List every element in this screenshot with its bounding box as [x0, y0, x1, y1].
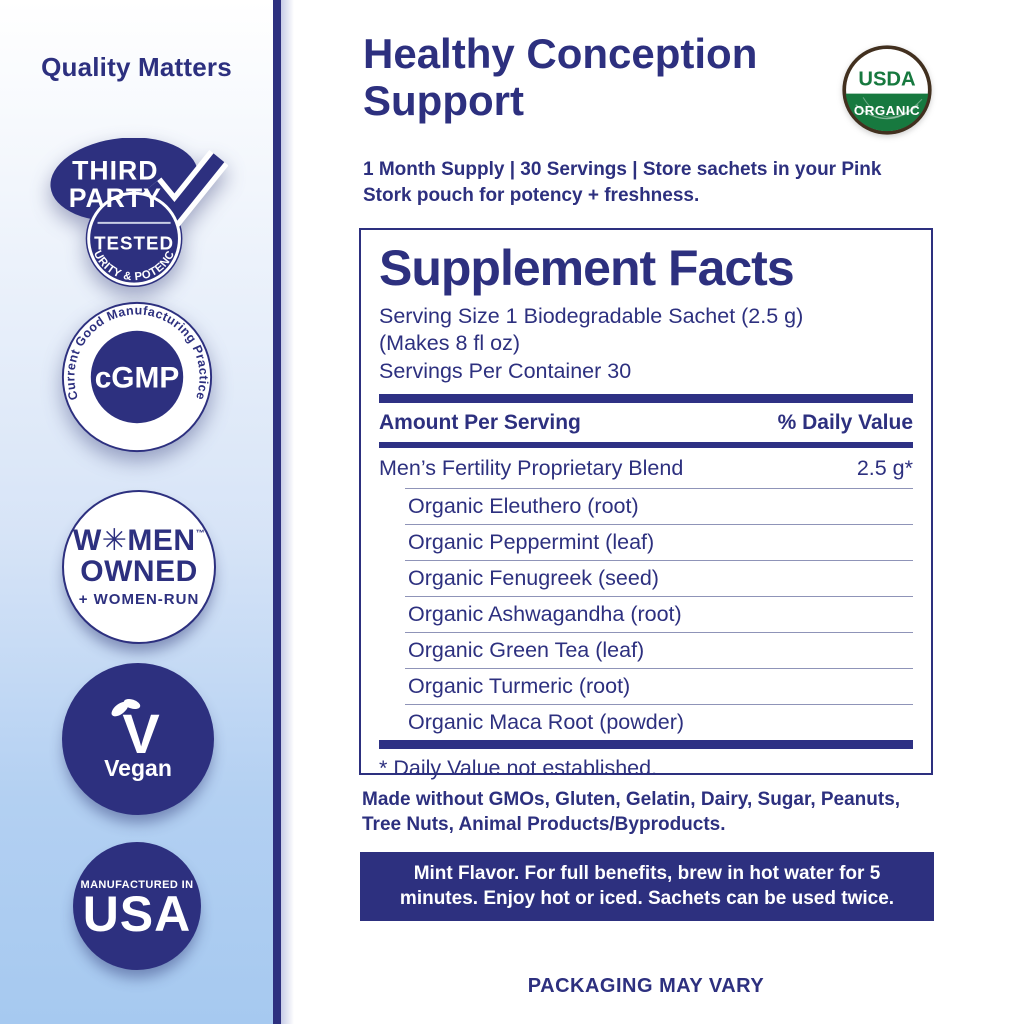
- facts-divider-thick-top: [379, 394, 913, 404]
- usda-text: USDA: [858, 68, 916, 90]
- supply-subtitle: 1 Month Supply | 30 Servings | Store sac…: [363, 159, 882, 206]
- serving-makes-line: (Makes 8 fl oz): [379, 331, 520, 356]
- blend-row: Men’s Fertility Proprietary Blend 2.5 g*: [379, 448, 913, 488]
- facts-divider-mid: [379, 442, 913, 449]
- facts-divider-thick-bottom: [379, 740, 913, 750]
- cgmp-badge: cGMP Current Good Manufacturing Practice: [60, 300, 214, 454]
- vegan-label: Vegan: [104, 754, 172, 781]
- ingredient-row: Organic Peppermint (leaf): [405, 524, 913, 560]
- vertical-divider: [273, 0, 281, 1024]
- ingredient-row: Organic Turmeric (root): [405, 668, 913, 704]
- servings-per-container-line: Servings Per Container 30: [379, 359, 632, 384]
- third-party-tested: TESTED: [94, 233, 174, 254]
- women-owned-line1: W✳MEN™: [73, 526, 205, 557]
- vegan-badge: V Vegan: [62, 663, 214, 815]
- facts-header-row: Amount Per Serving % Daily Value: [379, 403, 913, 442]
- ingredient-list: Organic Eleuthero (root) Organic Pepperm…: [405, 488, 913, 740]
- third-party-icon: THIRD PARTY TESTED PURITY & POTENCY: [50, 138, 228, 288]
- trademark-symbol: ™: [195, 528, 206, 539]
- usa-main-text: USA: [82, 886, 192, 943]
- made-without-text: Made without GMOs, Gluten, Gelatin, Dair…: [362, 787, 900, 838]
- supplement-facts-title: Supplement Facts: [379, 240, 795, 296]
- serving-size-line: Serving Size 1 Biodegradable Sachet (2.5…: [379, 303, 804, 328]
- quality-panel: Quality Matters THIRD PARTY TESTED PURIT…: [0, 0, 273, 1024]
- made-in-usa-badge: MANUFACTURED IN USA: [73, 842, 201, 970]
- svg-text:V: V: [122, 702, 159, 757]
- daily-value-footnote: * Daily Value not established.: [379, 756, 658, 781]
- amount-per-serving-header: Amount Per Serving: [379, 411, 581, 435]
- blend-name: Men’s Fertility Proprietary Blend: [379, 456, 684, 481]
- organic-text: ORGANIC: [854, 103, 920, 118]
- blend-amount: 2.5 g*: [856, 456, 913, 481]
- daily-value-header: % Daily Value: [777, 411, 913, 435]
- product-title-line1: Healthy Conception: [363, 30, 758, 77]
- ingredient-row: Organic Eleuthero (root): [408, 494, 639, 519]
- women-owned-word: W✳MEN: [72, 524, 196, 558]
- usa-top-text: MANUFACTURED IN: [80, 879, 194, 892]
- third-party-tested-badge: THIRD PARTY TESTED PURITY & POTENCY: [50, 138, 228, 288]
- made-without-line2: Tree Nuts, Animal Products/Byproducts.: [362, 814, 726, 836]
- women-owned-line3: + WOMEN-RUN: [78, 590, 200, 608]
- product-title-line2: Support: [363, 77, 524, 125]
- made-without-line1: Made without GMOs, Gluten, Gelatin, Dair…: [362, 789, 901, 810]
- women-owned-line2: OWNED: [80, 555, 198, 588]
- cgmp-icon: cGMP Current Good Manufacturing Practice: [61, 301, 213, 453]
- ingredient-row: Organic Green Tea (leaf): [405, 632, 913, 668]
- quality-title: Quality Matters: [41, 52, 232, 82]
- packaging-note: PACKAGING MAY VARY: [527, 975, 765, 997]
- vertical-divider-fade: [281, 0, 294, 1024]
- usda-organic-badge: USDA ORGANIC: [841, 44, 933, 136]
- cgmp-center-text: cGMP: [95, 362, 180, 395]
- women-owned-badge: W✳MEN™ OWNED + WOMEN-RUN: [62, 490, 216, 644]
- ingredient-row: Organic Ashwagandha (root): [405, 596, 913, 632]
- ingredient-row: Organic Maca Root (powder): [405, 704, 913, 740]
- third-party-line1: THIRD: [72, 155, 158, 185]
- supplement-facts-panel: Supplement Facts Serving Size 1 Biodegra…: [359, 228, 933, 780]
- usda-organic-icon: USDA ORGANIC: [842, 45, 932, 135]
- product-title: Healthy Conception Support: [363, 30, 757, 124]
- third-party-line2: PARTY: [69, 183, 162, 213]
- ingredient-row: Organic Fenugreek (seed): [405, 560, 913, 596]
- flavor-banner: Mint Flavor. For full benefits, brew in …: [360, 852, 934, 922]
- vegan-v-leaf-icon: V: [111, 698, 160, 757]
